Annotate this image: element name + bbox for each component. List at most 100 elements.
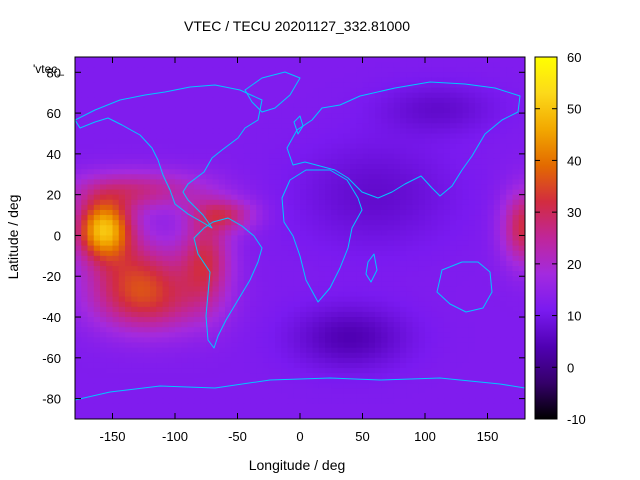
heatmap-cell (93, 67, 101, 73)
heatmap-cell (156, 342, 164, 349)
heatmap-cell (293, 255, 301, 262)
heatmap-cell (106, 368, 114, 374)
heatmap-cell (175, 102, 182, 109)
heatmap-cell (431, 194, 439, 201)
heatmap-cell (87, 388, 95, 395)
heatmap-cell (425, 362, 432, 369)
heatmap-cell (93, 174, 101, 180)
heatmap-cell (493, 281, 501, 288)
heatmap-cell (393, 179, 401, 186)
heatmap-cell (343, 306, 351, 313)
heatmap-cell (462, 398, 470, 405)
heatmap-cell (343, 250, 351, 257)
heatmap-cell (287, 204, 295, 211)
heatmap-cell (437, 220, 445, 226)
heatmap-cell (200, 357, 207, 364)
heatmap-cell (275, 128, 282, 135)
heatmap-cell (475, 57, 482, 63)
heatmap-cell (456, 67, 464, 73)
heatmap-cell (368, 164, 376, 170)
heatmap-cell (337, 276, 345, 282)
heatmap-cell (100, 255, 107, 262)
heatmap-cell (362, 102, 370, 109)
heatmap-cell (350, 148, 357, 155)
heatmap-cell (168, 296, 176, 303)
heatmap-cell (231, 118, 239, 124)
heatmap-cell (400, 398, 407, 405)
heatmap-cell (356, 169, 364, 175)
heatmap-cell (325, 128, 332, 135)
heatmap-cell (462, 276, 470, 282)
heatmap-cell (512, 291, 520, 298)
heatmap-cell (343, 164, 351, 170)
heatmap-cell (512, 133, 520, 140)
heatmap-cell (425, 72, 432, 78)
heatmap-cell (337, 113, 345, 119)
heatmap-cell (112, 107, 120, 114)
heatmap-cell (318, 266, 326, 272)
heatmap-cell (393, 281, 401, 288)
heatmap-cell (243, 383, 251, 390)
heatmap-cell (325, 92, 332, 99)
heatmap-cell (168, 301, 176, 308)
heatmap-cell (450, 383, 457, 390)
heatmap-cell (406, 230, 414, 237)
heatmap-cell (125, 230, 132, 237)
heatmap-cell (100, 118, 107, 124)
heatmap-cell (512, 322, 520, 328)
heatmap-cell (437, 143, 445, 150)
heatmap-cell (131, 230, 139, 237)
heatmap-cell (456, 393, 464, 400)
heatmap-cell (387, 368, 395, 374)
heatmap-cell (418, 128, 426, 135)
heatmap-cell (475, 199, 482, 206)
heatmap-cell (312, 266, 320, 272)
heatmap-cell (412, 276, 420, 282)
heatmap-cell (181, 189, 189, 196)
heatmap-cell (500, 327, 507, 333)
heatmap-cell (318, 281, 326, 288)
heatmap-cell (418, 113, 426, 119)
heatmap-cell (337, 378, 345, 384)
heatmap-cell (337, 245, 345, 252)
heatmap-cell (150, 158, 157, 165)
heatmap-cell (325, 225, 332, 231)
heatmap-cell (168, 266, 176, 272)
heatmap-cell (250, 77, 257, 84)
heatmap-cell (175, 393, 182, 400)
heatmap-cell (456, 327, 464, 333)
heatmap-cell (81, 260, 89, 267)
heatmap-cell (418, 240, 426, 247)
heatmap-cell (318, 240, 326, 247)
heatmap-cell (362, 97, 370, 104)
heatmap-cell (175, 184, 182, 191)
heatmap-cell (331, 164, 339, 170)
heatmap-cell (243, 138, 251, 145)
heatmap-cell (312, 306, 320, 313)
heatmap-cell (356, 403, 364, 410)
heatmap-cell (112, 357, 120, 364)
heatmap-cell (162, 235, 170, 242)
heatmap-cell (318, 357, 326, 364)
heatmap-cell (318, 235, 326, 242)
heatmap-cell (225, 408, 232, 415)
heatmap-cell (418, 235, 426, 242)
heatmap-cell (431, 189, 439, 196)
heatmap-cell (250, 92, 257, 99)
heatmap-cell (100, 133, 107, 140)
heatmap-cell (437, 362, 445, 369)
heatmap-cell (493, 184, 501, 191)
heatmap-cell (312, 286, 320, 293)
heatmap-cell (118, 383, 126, 390)
heatmap-cell (212, 352, 220, 359)
heatmap-cell (275, 199, 282, 206)
heatmap-cell (375, 311, 382, 318)
heatmap-cell (400, 67, 407, 73)
heatmap-cell (256, 128, 264, 135)
heatmap-cell (112, 184, 120, 191)
heatmap-cell (218, 174, 226, 180)
heatmap-cell (362, 118, 370, 124)
heatmap-cell (143, 118, 151, 124)
heatmap-cell (287, 347, 295, 354)
heatmap-cell (256, 230, 264, 237)
